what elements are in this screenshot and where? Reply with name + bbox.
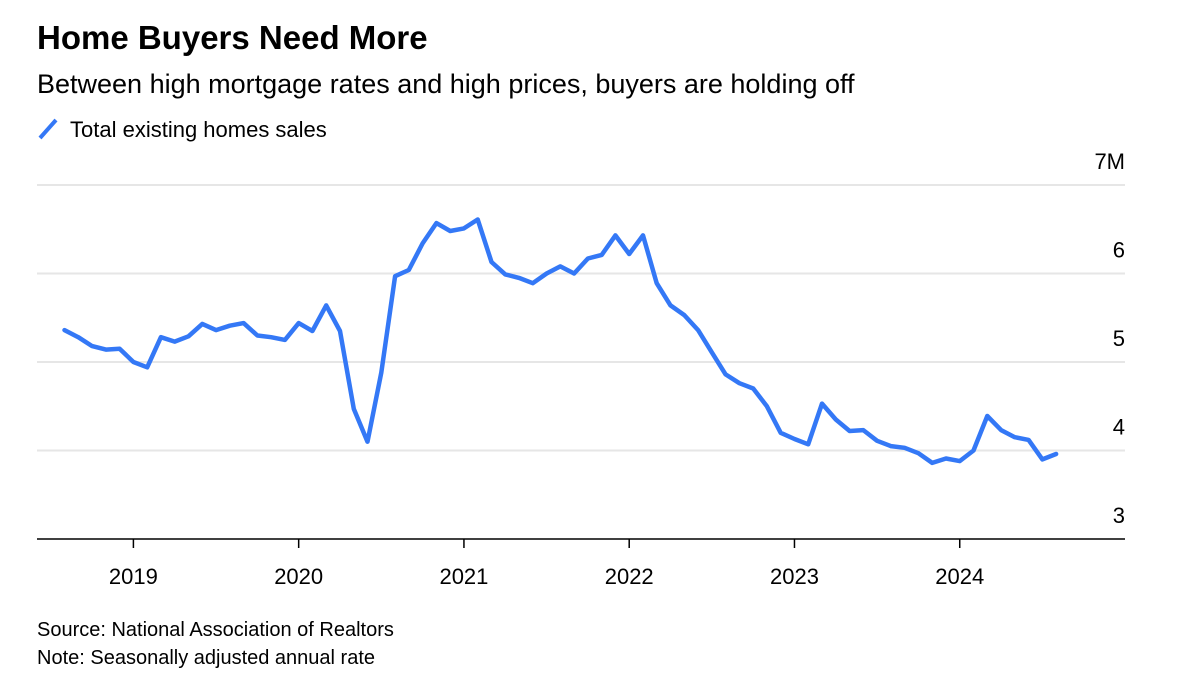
y-tick-label: 3 <box>1113 503 1125 528</box>
x-tick-label: 2024 <box>935 564 984 589</box>
y-tick-label: 5 <box>1113 326 1125 351</box>
y-tick-label: 4 <box>1113 415 1125 440</box>
chart-subtitle: Between high mortgage rates and high pri… <box>37 69 855 99</box>
x-tick-label: 2020 <box>274 564 323 589</box>
x-tick-label: 2023 <box>770 564 819 589</box>
y-tick-label: 7M <box>1094 149 1125 174</box>
x-tick-label: 2021 <box>439 564 488 589</box>
legend-label: Total existing homes sales <box>70 117 327 142</box>
x-tick-label: 2022 <box>605 564 654 589</box>
legend-swatch <box>38 118 58 140</box>
x-tick-label: 2019 <box>109 564 158 589</box>
note: Note: Seasonally adjusted annual rate <box>37 647 375 669</box>
line-series <box>62 217 1059 466</box>
chart-title: Home Buyers Need More <box>37 19 428 56</box>
source: Source: National Association of Realtors <box>37 619 394 641</box>
y-tick-label: 6 <box>1113 238 1125 263</box>
